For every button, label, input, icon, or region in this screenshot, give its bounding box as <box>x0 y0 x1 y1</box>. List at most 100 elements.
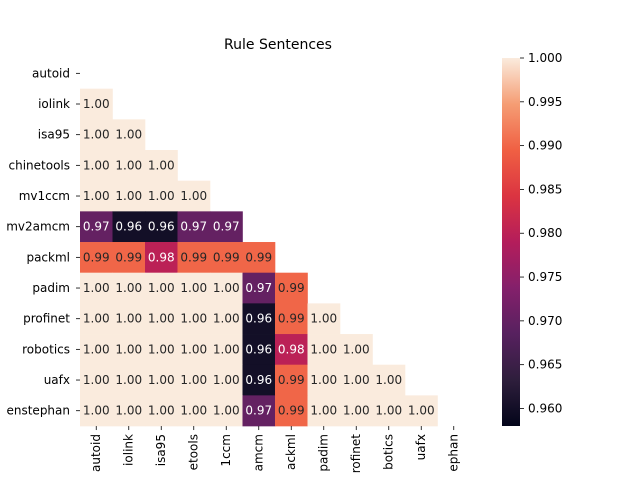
cell-value-label: 1.00 <box>310 373 337 387</box>
cell-value-label: 0.96 <box>245 312 272 326</box>
y-tick-label: mv2amcm <box>6 220 70 234</box>
heatmap-cell <box>80 88 113 120</box>
heatmap-cell <box>340 334 373 365</box>
heatmap-cell <box>80 119 113 151</box>
y-tick-label: mv1ccm <box>19 189 70 203</box>
heatmap-cell <box>275 395 308 427</box>
heatmap-cell <box>112 180 146 212</box>
cell-value-label: 1.00 <box>115 189 142 203</box>
y-tick-label: chinetools <box>9 158 71 172</box>
cell-value-label: 1.00 <box>180 404 207 418</box>
x-tick-label: ackml <box>284 434 298 470</box>
heatmap-cell <box>210 211 243 243</box>
heatmap-cell <box>145 211 178 243</box>
heatmap-cell <box>145 272 178 304</box>
cell-value-label: 1.00 <box>83 128 110 142</box>
cell-value-label: 0.99 <box>213 250 240 264</box>
cell-value-label: 1.00 <box>375 373 402 387</box>
heatmap-cell <box>145 180 178 212</box>
chart-title: Rule Sentences <box>224 37 332 53</box>
y-tick-label: isa95 <box>38 128 70 142</box>
cell-value-label: 0.97 <box>245 281 272 295</box>
y-tick-labels: autoid iolink isa95 chinetools mv1ccm mv2amcm… <box>6 66 80 418</box>
cell-value-label: 1.00 <box>310 342 337 356</box>
y-tick-label: packml <box>26 250 70 264</box>
cell-value-label: 1.00 <box>115 373 142 387</box>
cell-value-label: 1.00 <box>343 373 370 387</box>
cell-value-label: 0.96 <box>245 342 272 356</box>
x-tick-label: etools <box>187 434 201 470</box>
heatmap-cell <box>145 303 178 335</box>
heatmap-cell <box>242 364 276 396</box>
heatmap-cell <box>177 272 211 304</box>
heatmap-cell <box>275 303 308 335</box>
heatmap-cell <box>145 242 178 273</box>
heatmap-cell <box>80 364 113 396</box>
heatmap-cell <box>275 334 308 365</box>
heatmap-cell <box>210 303 243 335</box>
cell-value-label: 0.97 <box>83 220 110 234</box>
cell-value-label: 1.00 <box>343 342 370 356</box>
heatmap-cell <box>80 303 113 335</box>
cell-value-label: 0.96 <box>245 373 272 387</box>
cell-value-label: 1.00 <box>83 281 110 295</box>
cell-value-label: 0.99 <box>115 250 142 264</box>
y-tick-label: robotics <box>22 342 70 356</box>
cell-value-label: 1.00 <box>115 342 142 356</box>
heatmap-cell <box>177 334 211 365</box>
heatmap-cell <box>210 272 243 304</box>
cell-value-label: 0.99 <box>245 250 272 264</box>
heatmap-cell <box>80 242 113 273</box>
heatmap-cell <box>145 334 178 365</box>
cell-value-label: 1.00 <box>83 97 110 111</box>
colorbar-tick-label: 0.995 <box>528 95 562 109</box>
heatmap-cell <box>80 334 113 365</box>
y-tick-label: uafx <box>44 373 70 387</box>
heatmap-cell <box>145 150 178 181</box>
cell-value-label: 1.00 <box>148 373 175 387</box>
heatmap-cell <box>242 303 276 335</box>
heatmap-cell <box>242 242 276 273</box>
heatmap-cell <box>177 180 211 212</box>
heatmap-cell <box>112 303 146 335</box>
heatmap-cell <box>275 272 308 304</box>
heatmap-cell <box>112 211 146 243</box>
cell-value-label: 1.00 <box>83 158 110 172</box>
x-tick-labels: autoid iolink isa95 etools 1ccm amcm ackml padi… <box>89 426 461 473</box>
heatmap-cell <box>80 211 113 243</box>
heatmap-cell <box>372 395 406 427</box>
heatmap-cell <box>372 364 406 396</box>
heatmap-cell <box>177 395 211 427</box>
cell-value-label: 0.97 <box>245 404 272 418</box>
cell-value-label: 0.99 <box>278 312 305 326</box>
cell-value-label: 1.00 <box>115 312 142 326</box>
heatmap-cell <box>112 150 146 181</box>
colorbar-tick-label: 0.975 <box>528 270 562 284</box>
colorbar-ticks: 0.960 0.965 0.970 0.975 0.980 0.985 0.990 0.995… <box>520 51 562 415</box>
heatmap-cell <box>405 395 438 427</box>
heatmap-cell <box>80 180 113 212</box>
heatmap-cell <box>210 242 243 273</box>
x-tick-label: rofinet <box>349 434 363 474</box>
cell-value-label: 1.00 <box>408 404 435 418</box>
heatmap-cell <box>177 303 211 335</box>
cell-value-label: 1.00 <box>148 189 175 203</box>
heatmap-cell <box>307 303 341 335</box>
colorbar-tick-label: 0.980 <box>528 226 562 240</box>
heatmap-cell <box>340 364 373 396</box>
heatmap-cell <box>177 364 211 396</box>
colorbar: 0.960 0.965 0.970 0.975 0.980 0.985 0.990 0.995… <box>502 51 562 426</box>
heatmap-cell <box>242 334 276 365</box>
cell-value-label: 1.00 <box>213 404 240 418</box>
heatmap-cell <box>275 364 308 396</box>
cell-value-label: 1.00 <box>180 373 207 387</box>
cell-value-label: 1.00 <box>180 281 207 295</box>
cell-value-label: 1.00 <box>375 404 402 418</box>
cell-value-label: 1.00 <box>83 404 110 418</box>
cell-value-label: 1.00 <box>180 189 207 203</box>
y-tick-label: iolink <box>38 97 70 111</box>
cell-value-label: 1.00 <box>180 342 207 356</box>
heatmap-cell <box>80 395 113 427</box>
heatmap-cell <box>307 364 341 396</box>
